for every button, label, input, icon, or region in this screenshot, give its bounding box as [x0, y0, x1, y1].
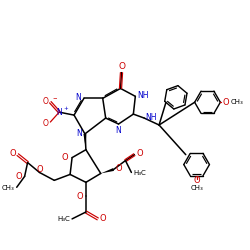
Text: O: O [9, 149, 16, 158]
Text: O: O [42, 118, 48, 128]
Polygon shape [84, 134, 86, 150]
Text: O: O [136, 149, 143, 158]
Text: O: O [100, 214, 106, 224]
Text: H₃C: H₃C [57, 216, 70, 222]
Text: NH: NH [137, 91, 149, 100]
Text: O: O [76, 192, 83, 201]
Text: CH₃: CH₃ [2, 185, 15, 191]
Text: N: N [75, 93, 81, 102]
Text: O: O [42, 97, 48, 106]
Text: O: O [193, 176, 200, 185]
Text: +: + [63, 106, 68, 111]
Text: N: N [56, 108, 62, 117]
Text: O: O [62, 153, 68, 162]
Text: O: O [36, 165, 43, 174]
Text: N: N [116, 126, 121, 135]
Polygon shape [101, 168, 114, 173]
Text: H₃C: H₃C [133, 170, 146, 176]
Text: −: − [52, 96, 57, 101]
Text: O: O [116, 164, 122, 173]
Text: NH: NH [145, 112, 157, 122]
Text: O: O [119, 62, 126, 71]
Text: O: O [222, 98, 229, 107]
Text: CH₃: CH₃ [190, 185, 203, 191]
Text: O: O [15, 172, 22, 181]
Text: CH₃: CH₃ [230, 99, 243, 105]
Text: N: N [76, 130, 82, 138]
